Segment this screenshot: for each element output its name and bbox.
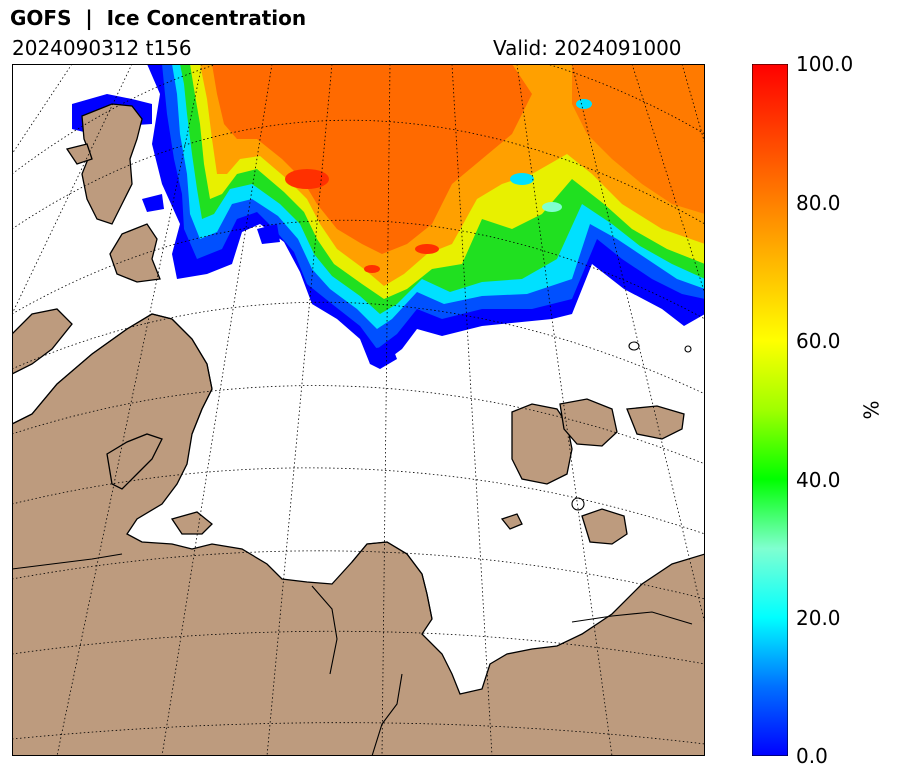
run-time-label: 2024090312 t156: [12, 36, 192, 60]
land-novaya-zemlya: [106, 433, 163, 490]
graticule: [12, 64, 705, 756]
longitude-line: [381, 64, 391, 756]
latitude-line: [12, 385, 705, 465]
ice-concentration-map: [12, 64, 705, 756]
land-severnaya-zemlya-east: [559, 398, 618, 447]
coastline-details: [12, 313, 693, 756]
colorbar-tick-label: 60.0: [796, 329, 841, 353]
colorbar-tick-label: 80.0: [796, 191, 841, 215]
colorbar: [752, 64, 788, 756]
latitude-line: [12, 301, 705, 395]
ice-band-red-orange: [212, 64, 532, 254]
longitude-line: [631, 64, 705, 295]
longitude-line: [681, 64, 705, 145]
ice-patch-cyan: [576, 99, 592, 109]
land-svalbard-small: [65, 143, 93, 165]
land-new-siberia: [581, 508, 628, 545]
longitude-line: [516, 64, 613, 756]
latitude-line: [12, 119, 705, 230]
ice-band-red-orange-east: [572, 64, 705, 214]
land-taymyr-bay: [170, 511, 213, 535]
colorbar-tick-label: 40.0: [796, 468, 841, 492]
map-title: GOFS | Ice Concentration: [10, 6, 307, 30]
ice-tongue-west: [142, 194, 164, 212]
ice-field: [72, 64, 705, 369]
land-severnaya-zemlya: [511, 403, 573, 485]
ice-tongue: [367, 346, 397, 369]
colorbar-tick-label: 100.0: [796, 52, 854, 76]
land: [12, 103, 705, 756]
colorbar-tick-label: 20.0: [796, 606, 841, 630]
ice-patch-red: [285, 169, 329, 189]
ice-tongue-west: [257, 224, 280, 244]
land-kola: [12, 308, 73, 375]
ice-patch-red: [364, 265, 380, 273]
map-frame: [12, 64, 705, 756]
ice-patch-red: [415, 244, 439, 254]
land-franz-josef: [109, 223, 161, 283]
latitude-line: [12, 467, 705, 535]
longitude-line: [161, 64, 273, 756]
land-island-small: [500, 513, 523, 530]
land-island-ne: [626, 405, 685, 440]
colorbar-gradient: [752, 64, 788, 756]
valid-time-label: Valid: 2024091000: [493, 36, 682, 60]
longitude-line: [56, 64, 203, 756]
latitude-line: [12, 550, 705, 600]
ice-patch-cyan: [510, 173, 534, 185]
colorbar-tick-label: 0.0: [796, 744, 828, 768]
ice-patch-cyan: [542, 202, 562, 212]
colorbar-units-label: %: [859, 400, 884, 420]
